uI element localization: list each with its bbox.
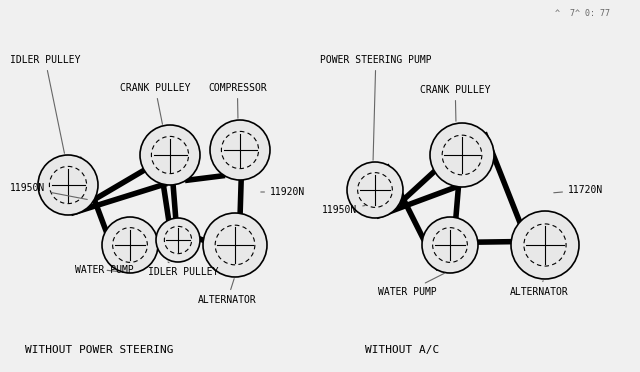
Text: CRANK PULLEY: CRANK PULLEY	[420, 85, 490, 121]
Circle shape	[38, 155, 98, 215]
Text: CRANK PULLEY: CRANK PULLEY	[120, 83, 191, 124]
Circle shape	[140, 125, 200, 185]
Circle shape	[210, 120, 270, 180]
Circle shape	[203, 213, 267, 277]
Circle shape	[422, 217, 478, 273]
Text: WITHOUT A/C: WITHOUT A/C	[365, 345, 439, 355]
Circle shape	[347, 162, 403, 218]
Text: ALTERNATOR: ALTERNATOR	[198, 279, 257, 305]
Circle shape	[511, 211, 579, 279]
Text: IDLER PULLEY: IDLER PULLEY	[10, 55, 81, 153]
Text: POWER STEERING PUMP: POWER STEERING PUMP	[320, 55, 431, 160]
Text: WATER PUMP: WATER PUMP	[378, 273, 445, 297]
Circle shape	[102, 217, 158, 273]
Text: 11720N: 11720N	[554, 185, 604, 195]
Text: 11950N: 11950N	[322, 205, 365, 215]
Text: WITHOUT POWER STEERING: WITHOUT POWER STEERING	[25, 345, 173, 355]
Text: ^  7^ 0: 77: ^ 7^ 0: 77	[555, 9, 610, 18]
Text: WATER PUMP: WATER PUMP	[75, 265, 134, 275]
Text: 11920N: 11920N	[260, 187, 305, 197]
Circle shape	[430, 123, 494, 187]
Circle shape	[156, 218, 200, 262]
Text: COMPRESSOR: COMPRESSOR	[208, 83, 267, 118]
Text: IDLER PULLEY: IDLER PULLEY	[148, 262, 218, 277]
Text: 11950N: 11950N	[10, 183, 87, 199]
Text: ALTERNATOR: ALTERNATOR	[510, 280, 569, 297]
